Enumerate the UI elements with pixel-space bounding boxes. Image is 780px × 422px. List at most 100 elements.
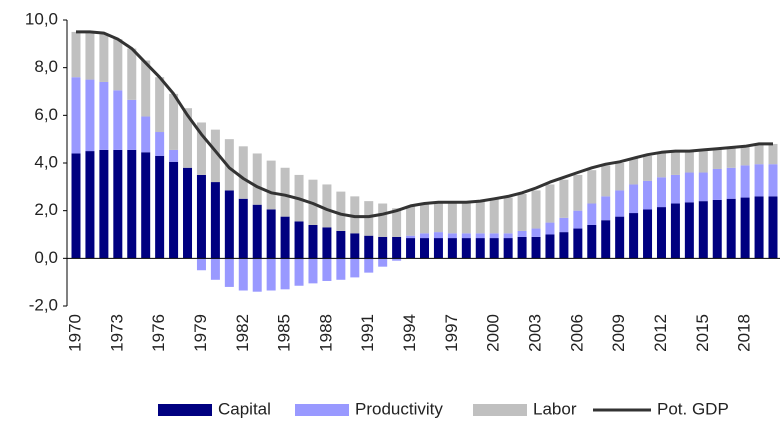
bar — [684, 151, 694, 173]
bar — [447, 233, 457, 239]
legend-label: Pot. GDP — [657, 399, 729, 418]
bar — [155, 77, 165, 133]
bar — [587, 170, 597, 204]
bar — [420, 238, 429, 259]
bar — [85, 151, 95, 259]
bar — [545, 184, 555, 223]
bar — [615, 216, 625, 259]
bar — [726, 167, 736, 199]
bar — [336, 191, 346, 231]
bar — [294, 221, 304, 259]
bar — [656, 207, 666, 259]
bar — [350, 196, 360, 234]
legend-swatch — [158, 404, 212, 416]
bar — [545, 222, 555, 235]
bar — [392, 208, 402, 237]
bar — [252, 153, 262, 205]
bar — [656, 177, 666, 208]
bar — [224, 190, 234, 259]
bar — [670, 151, 680, 175]
bar — [684, 202, 694, 259]
bar — [587, 203, 597, 225]
bar — [503, 233, 513, 239]
legend-swatch — [473, 404, 527, 416]
bar — [559, 179, 569, 218]
bar — [601, 196, 611, 221]
bar — [754, 164, 764, 197]
bar — [740, 197, 750, 259]
bar — [503, 238, 513, 259]
bar — [141, 60, 151, 117]
x-tick-label: 2003 — [526, 314, 545, 352]
bar — [378, 258, 388, 267]
bar — [350, 258, 360, 278]
bar — [531, 236, 541, 259]
bar — [238, 146, 248, 199]
bar — [629, 158, 639, 185]
bar — [238, 258, 248, 291]
bar — [266, 209, 276, 259]
bar — [183, 108, 193, 168]
y-tick-label: 6,0 — [34, 105, 58, 124]
bar — [754, 196, 764, 259]
bar — [196, 122, 206, 175]
bar — [545, 234, 555, 259]
bar — [559, 232, 569, 259]
bar — [670, 174, 680, 204]
bar — [461, 233, 471, 239]
bar — [475, 201, 485, 234]
bar — [698, 172, 708, 202]
x-tick-label: 1985 — [275, 314, 294, 352]
bar — [768, 164, 778, 197]
bar — [169, 149, 179, 162]
bar — [364, 235, 374, 259]
bar — [754, 143, 764, 165]
bar — [489, 233, 499, 239]
legend-label: Labor — [533, 399, 577, 418]
x-tick-label: 2018 — [735, 314, 754, 352]
bar — [169, 161, 179, 259]
bar — [113, 90, 123, 150]
x-tick-label: 1982 — [233, 314, 252, 352]
y-tick-label: 0,0 — [34, 248, 58, 267]
bar — [322, 227, 332, 259]
bar — [433, 232, 443, 239]
bar — [615, 190, 625, 217]
bar — [141, 152, 151, 259]
bar — [643, 209, 653, 259]
bar — [308, 258, 318, 284]
bar — [587, 224, 597, 259]
bar — [210, 258, 220, 280]
bar — [378, 203, 388, 237]
bar — [489, 198, 499, 234]
y-tick-label: 8,0 — [34, 57, 58, 76]
bar — [698, 151, 708, 173]
bar — [322, 258, 332, 281]
bar — [712, 168, 722, 200]
bar — [71, 153, 81, 259]
x-tick-label: 2015 — [693, 314, 712, 352]
bar — [364, 201, 374, 236]
legend-label: Productivity — [355, 399, 443, 418]
bar — [489, 238, 499, 259]
bar — [113, 39, 123, 91]
bar — [447, 238, 457, 259]
x-tick-label: 1970 — [65, 314, 84, 352]
bar — [517, 236, 527, 259]
bar — [252, 204, 262, 259]
bar — [712, 199, 722, 259]
bar — [517, 193, 527, 231]
x-tick-label: 1973 — [107, 314, 126, 352]
bar — [712, 148, 722, 169]
bar — [698, 201, 708, 259]
y-tick-label: -2,0 — [29, 295, 58, 314]
x-tick-label: 2012 — [651, 314, 670, 352]
bar — [684, 172, 694, 203]
bar — [656, 152, 666, 178]
bar — [364, 258, 374, 273]
x-tick-label: 1994 — [400, 314, 419, 352]
line-series — [76, 30, 773, 219]
bar — [71, 31, 81, 78]
bar — [155, 155, 165, 259]
